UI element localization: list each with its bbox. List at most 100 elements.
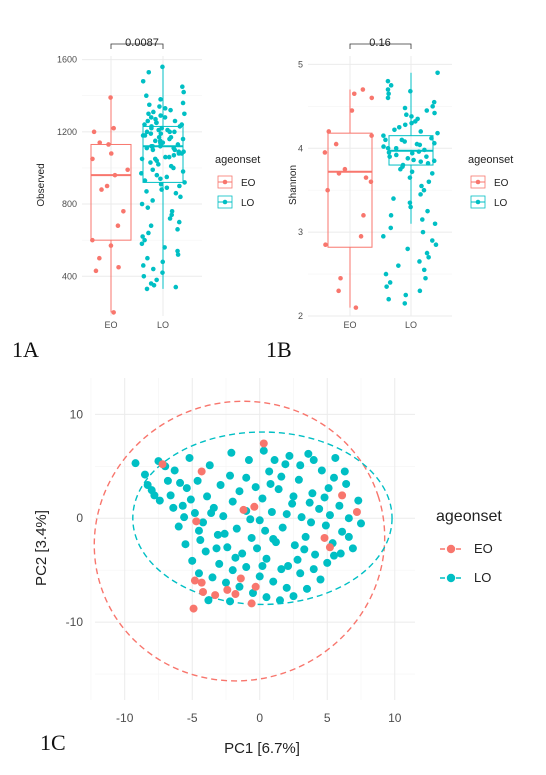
data-point-lo — [309, 456, 318, 465]
plot-area-1b — [308, 50, 452, 320]
y-tick-label: 3 — [298, 227, 303, 237]
legend-keys-1a — [217, 175, 233, 209]
data-point-lo — [301, 532, 310, 541]
data-point-eo — [158, 460, 167, 469]
data-point-lo — [164, 174, 170, 180]
data-point-eo — [358, 234, 364, 239]
data-point-lo — [186, 495, 195, 504]
data-point-lo — [151, 266, 156, 272]
data-point-lo — [338, 527, 347, 536]
data-point-lo — [199, 518, 208, 527]
data-point-lo — [169, 503, 178, 512]
data-point-lo — [175, 248, 180, 254]
data-point-lo — [329, 473, 338, 482]
data-point-lo — [188, 556, 197, 565]
data-point-lo — [388, 225, 394, 231]
x-axis-title-1c: PC1 [6.7%] — [224, 740, 300, 757]
data-point-lo — [181, 89, 186, 95]
data-point-eo — [369, 133, 374, 138]
data-point-lo — [149, 125, 154, 131]
data-point-lo — [208, 573, 217, 582]
data-point-lo — [220, 529, 229, 538]
confidence-ellipse-lo — [132, 431, 393, 606]
data-point-lo — [145, 118, 151, 124]
data-point-lo — [418, 129, 424, 134]
panel-1c: -10 0 10 -10 -5 0 5 10 PC1 [6.7%] PC2 [3.4%] a… — [33, 378, 502, 757]
data-point-lo — [139, 156, 145, 162]
data-point-eo — [361, 213, 366, 218]
data-point-lo — [429, 135, 434, 141]
x-ticks-1b: EO LO — [343, 320, 417, 330]
data-point-lo — [402, 122, 408, 128]
data-point-lo — [421, 187, 427, 193]
data-point-lo — [316, 575, 325, 584]
data-point-eo — [104, 183, 110, 189]
data-point-lo — [258, 494, 267, 503]
data-point-eo — [97, 255, 102, 261]
bracket-line-1a — [110, 43, 164, 49]
data-point-lo — [251, 483, 260, 492]
data-point-eo — [211, 591, 220, 600]
data-point-lo — [266, 479, 275, 488]
data-point-eo — [93, 268, 99, 274]
data-point-lo — [178, 501, 187, 510]
data-point-lo — [205, 461, 214, 470]
x-tick-label: -10 — [116, 711, 134, 725]
data-point-lo — [158, 97, 163, 102]
panel-1a: 400 800 1200 1600 EO LO 0.0087 Observed ageo… — [12, 37, 260, 362]
data-point-lo — [247, 533, 256, 542]
data-point-lo — [342, 479, 351, 488]
data-point-lo — [409, 169, 415, 175]
data-point-lo — [409, 120, 414, 126]
data-point-eo — [91, 129, 97, 135]
data-point-lo — [149, 143, 154, 149]
data-point-lo — [181, 540, 190, 549]
y-tick-label: 5 — [298, 59, 303, 69]
data-point-lo — [281, 460, 290, 469]
data-point-lo — [140, 78, 146, 84]
data-point-lo — [290, 541, 299, 550]
data-point-lo — [296, 569, 305, 578]
data-point-lo — [423, 275, 428, 281]
y-tick-label: 10 — [70, 407, 84, 421]
legend-label-lo-1b: LO — [494, 198, 508, 209]
data-point-lo — [153, 116, 158, 122]
data-point-eo — [351, 91, 357, 97]
data-point-lo — [429, 171, 435, 176]
data-point-lo — [385, 95, 391, 101]
data-point-lo — [396, 124, 402, 130]
data-point-lo — [417, 288, 423, 294]
data-point-lo — [164, 185, 170, 191]
data-point-lo — [142, 237, 147, 243]
data-point-lo — [158, 143, 163, 149]
data-point-lo — [146, 69, 152, 75]
data-point-lo — [425, 208, 430, 214]
data-point-lo — [274, 485, 283, 494]
data-point-lo — [282, 510, 291, 519]
data-point-eo — [106, 142, 111, 147]
bracket-line-1b — [349, 43, 412, 49]
x-tick-label: LO — [405, 320, 417, 330]
data-point-lo — [383, 271, 389, 277]
data-point-lo — [213, 530, 222, 539]
data-point-eo — [116, 264, 121, 270]
data-point-lo — [160, 64, 165, 70]
data-point-lo — [398, 166, 403, 172]
data-point-lo — [144, 129, 150, 135]
data-point-lo — [151, 283, 157, 288]
data-point-lo — [325, 511, 334, 520]
data-point-lo — [180, 513, 189, 522]
points-1c — [131, 439, 365, 613]
data-point-lo — [154, 120, 159, 126]
y-tick-label: 4 — [298, 143, 303, 153]
data-point-lo — [270, 456, 279, 465]
data-point-lo — [175, 142, 181, 147]
data-point-eo — [336, 171, 342, 176]
data-point-lo — [262, 554, 271, 563]
data-point-lo — [144, 145, 150, 151]
data-point-lo — [140, 234, 145, 239]
data-point-lo — [159, 187, 164, 192]
x-ticks-1c: -10 -5 0 5 10 — [116, 711, 402, 725]
p-value-label-1a: 0.0087 — [125, 37, 159, 49]
data-point-lo — [431, 99, 437, 105]
